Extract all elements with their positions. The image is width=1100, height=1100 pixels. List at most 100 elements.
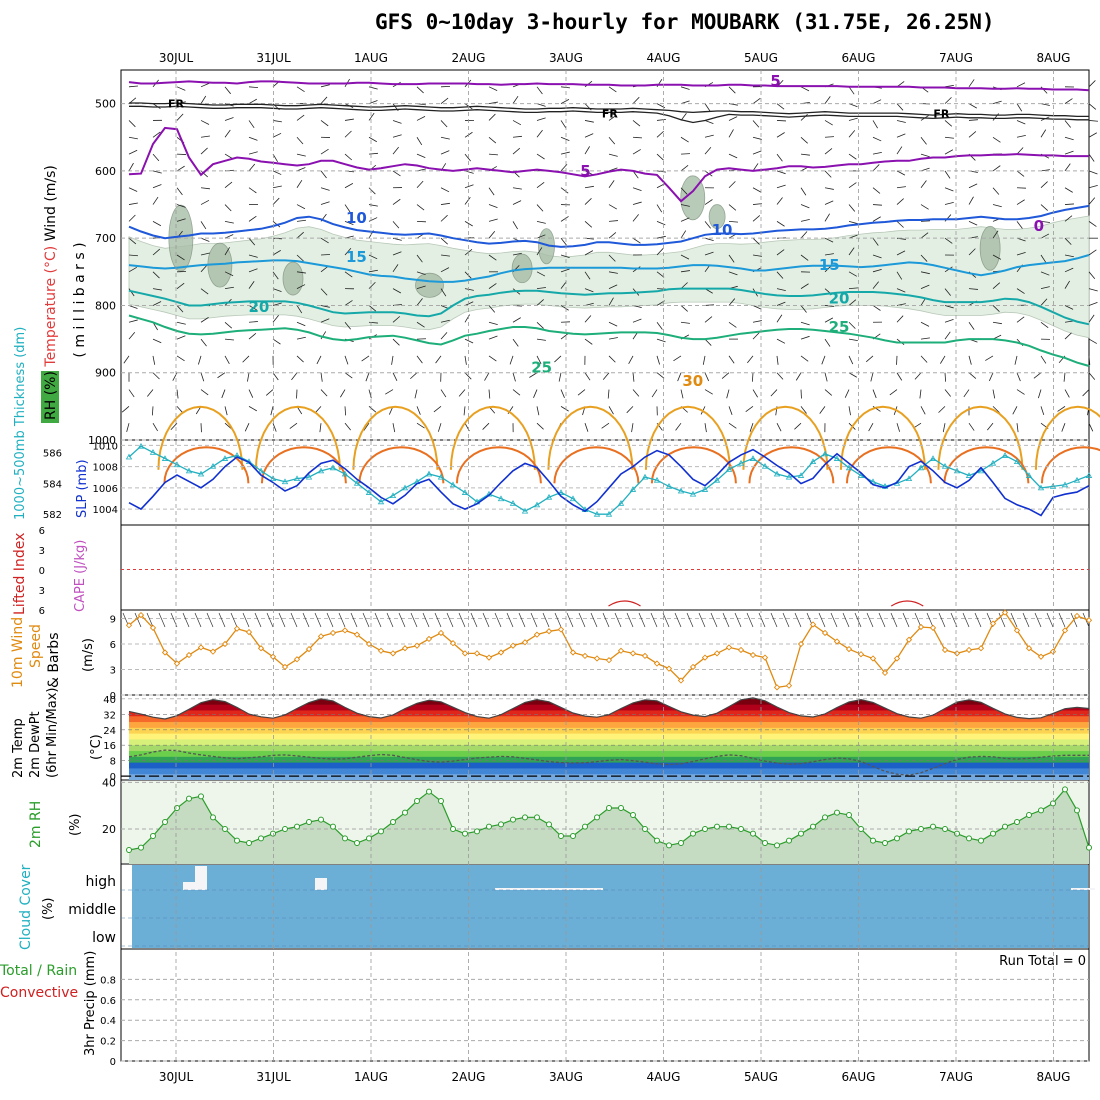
wind-barb: [200, 187, 210, 190]
wind-barb: [536, 153, 545, 160]
wind-barb: [176, 282, 185, 289]
rh-point: [306, 819, 312, 825]
wind-barb: [1016, 103, 1023, 112]
wind-barb: [848, 204, 856, 212]
wind-barb: [608, 153, 618, 157]
wind-speed-point: [497, 649, 505, 656]
wind-barb: [410, 372, 418, 380]
wind-barb: [1016, 199, 1025, 205]
thickness-point: [305, 473, 313, 480]
wind-barb: [176, 355, 185, 362]
wind-barb: [368, 112, 375, 121]
thickness-point: [509, 500, 517, 506]
wind-barb: [488, 101, 498, 105]
rh-point: [1002, 823, 1008, 830]
day-label-bottom: 3AUG: [549, 1070, 583, 1084]
wind-barb: [296, 179, 303, 188]
li-tick: 0: [39, 566, 45, 577]
rh-tick: 40: [102, 776, 116, 789]
wind-barb: [416, 86, 424, 94]
wind-barb: [158, 612, 166, 628]
wind-barb: [896, 315, 904, 323]
wind-speed-point: [941, 646, 949, 654]
thickness-point: [293, 475, 301, 482]
wind-barb: [1016, 170, 1025, 177]
wind-barb: [890, 612, 898, 628]
wind-barb: [152, 131, 161, 138]
isotherm-label: 10: [346, 209, 367, 227]
wind-barb: [680, 270, 690, 273]
wind-barb: [1088, 170, 1098, 175]
thickness-point: [521, 507, 529, 514]
wind-barb: [344, 355, 349, 365]
thickness-point: [377, 498, 385, 505]
wind-barb: [224, 117, 234, 121]
rh-point: [138, 844, 144, 851]
wind-barb: [344, 372, 353, 379]
wind-barb: [848, 103, 858, 108]
wind-barb: [248, 254, 258, 258]
wind-barb: [484, 372, 490, 381]
wind-barb: [200, 147, 208, 155]
thickness-tick: 586: [43, 448, 62, 459]
rh-point: [390, 819, 396, 825]
wind-barb: [488, 86, 498, 91]
day-label-top: 6AUG: [842, 51, 876, 65]
isotherm-label: 15: [819, 256, 840, 274]
wind-speed-point: [593, 655, 601, 662]
wind-barb: [944, 120, 953, 127]
precip-label: Total / Rain: [0, 963, 77, 979]
rh-point: [414, 798, 420, 804]
wind-barb: [819, 406, 826, 414]
wind-barb: [728, 422, 737, 429]
wind-barb: [1046, 612, 1054, 628]
rh-point: [606, 805, 612, 811]
day-label-bottom: 6AUG: [842, 1070, 876, 1084]
isotherm-warm: [352, 405, 439, 470]
wind-barb: [152, 248, 161, 256]
wind-label: Speed: [28, 624, 44, 668]
wind-barb: [440, 254, 450, 257]
wind-barb: [296, 284, 306, 289]
wind-barb: [320, 96, 328, 104]
temp-tick: 0: [110, 772, 116, 783]
thickness-point: [977, 467, 985, 474]
wind-barb: [673, 355, 682, 362]
cloud-bar: [567, 888, 579, 890]
wind-barb: [272, 315, 279, 323]
wind-speed-point: [569, 649, 577, 656]
thickness-point: [593, 510, 601, 517]
wind-barb: [752, 187, 762, 193]
wind-barb: [464, 153, 471, 162]
wind-barb: [1040, 271, 1050, 276]
isotherm-label: 5: [580, 162, 590, 180]
rh-point: [1014, 819, 1020, 825]
wind-barb: [560, 281, 567, 289]
rh-point: [738, 826, 744, 832]
wind-barb: [1037, 389, 1042, 399]
wind-barb: [614, 612, 622, 628]
wind-speed-point: [857, 651, 865, 658]
wind-barb: [872, 204, 883, 206]
wind-barb: [320, 148, 329, 155]
thickness-point: [401, 484, 409, 491]
thickness-point: [461, 489, 469, 495]
y-tick-label: 700: [95, 232, 116, 245]
rh-point: [678, 840, 684, 846]
wind-barb: [866, 612, 874, 628]
wind-speed-point: [653, 660, 661, 667]
wind-barb: [800, 114, 808, 121]
rh-point: [534, 814, 540, 821]
wind-speed-point: [605, 657, 613, 664]
wind-barb: [752, 163, 759, 172]
wind-barb: [992, 187, 1000, 195]
rh-point: [258, 835, 264, 842]
wind-barb: [1088, 288, 1098, 292]
wind-barb: [848, 117, 858, 121]
wind-barb: [776, 338, 786, 344]
day-label-top: 2AUG: [452, 51, 486, 65]
temp-tick: 24: [103, 726, 116, 737]
wind-barb: [752, 215, 761, 222]
rh-point: [378, 828, 384, 835]
wind-speed-point: [1001, 609, 1009, 616]
